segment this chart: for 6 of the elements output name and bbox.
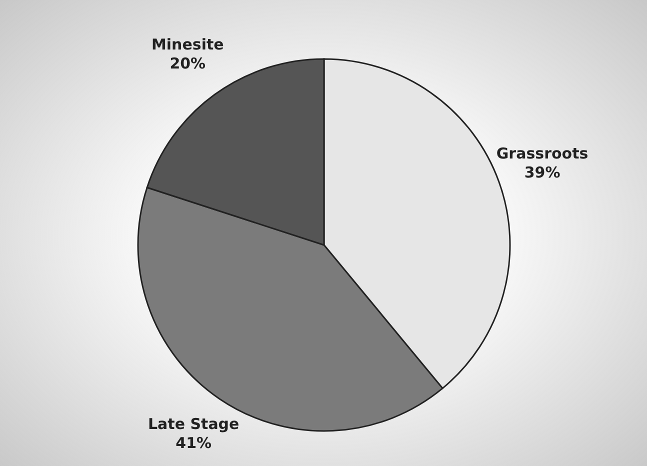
slice-label: Minesite <box>151 35 224 54</box>
data-label: 39% <box>524 163 560 182</box>
data-label: 41% <box>176 434 212 452</box>
slice-label: Late Stage <box>148 414 240 433</box>
data-label: 20% <box>170 54 206 72</box>
slice-label: Grassroots <box>496 144 588 162</box>
